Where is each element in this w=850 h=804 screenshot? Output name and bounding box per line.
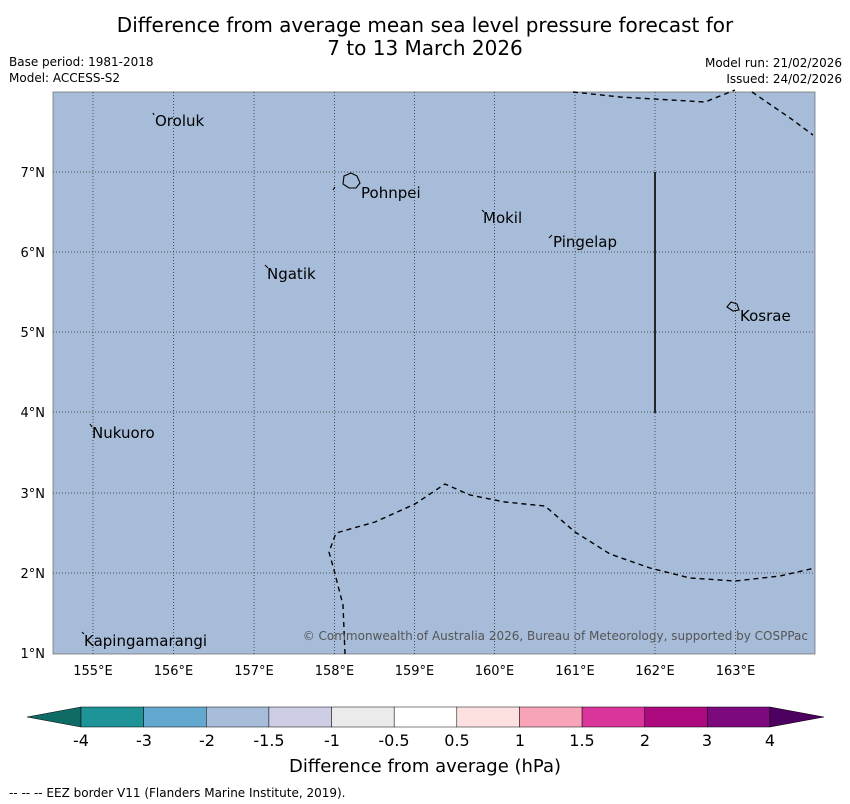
pingelap-atoll [548, 234, 553, 239]
colorbar-right-arrow [769, 706, 825, 728]
colorbar-tick: -3 [136, 731, 152, 750]
eez-border-south [328, 483, 816, 655]
copyright-text: © Commonwealth of Australia 2026, Bureau… [303, 629, 808, 643]
colorbar-segment [456, 706, 520, 728]
lon-label: 155°E [73, 664, 113, 679]
lon-label: 163°E [716, 664, 756, 679]
pohnpei-island [342, 172, 361, 189]
ngatik-atoll [264, 264, 269, 269]
place-label-oroluk: Oroluk [155, 112, 204, 130]
colorbar-tick: 2 [640, 731, 650, 750]
island-shapes [81, 112, 740, 635]
lat-label: 7°N [21, 166, 46, 181]
colorbar-tick: -0.5 [378, 731, 409, 750]
lat-label: 4°N [21, 406, 46, 421]
gridlines [53, 92, 815, 654]
lat-label: 3°N [21, 487, 46, 502]
longitude-labels: 155°E 156°E 157°E 158°E 159°E 160°E 161°… [73, 664, 755, 679]
eez-borders [328, 89, 816, 655]
colorbar-left-arrow [26, 706, 82, 728]
colorbar-tick: -4 [73, 731, 89, 750]
lon-label: 161°E [555, 664, 595, 679]
lon-label: 156°E [154, 664, 194, 679]
colorbar-segment [644, 706, 708, 728]
lon-label: 159°E [395, 664, 435, 679]
title-line-2: 7 to 13 March 2026 [327, 36, 523, 60]
issued-date: Issued: 24/02/2026 [726, 72, 842, 86]
lon-label: 160°E [475, 664, 515, 679]
colorbar-segment [707, 706, 771, 728]
place-label-ngatik: Ngatik [267, 265, 316, 283]
place-labels: Oroluk Pohnpei Mokil Pingelap Ngatik Kos… [84, 112, 791, 650]
place-label-kosrae: Kosrae [740, 307, 791, 325]
colorbar-tick: 3 [702, 731, 712, 750]
colorbar-label: Difference from average (hPa) [289, 756, 561, 777]
colorbar-tick: -1 [324, 731, 340, 750]
colorbar-segment [268, 706, 332, 728]
lat-label: 6°N [21, 246, 46, 261]
lat-label: 2°N [21, 567, 46, 582]
colorbar-segment [143, 706, 207, 728]
colorbar-segment [331, 706, 395, 728]
colorbar-segments [80, 706, 771, 728]
colorbar: -4 -3 -2 -1.5 -1 -0.5 0.5 1 1.5 2 3 4 Di… [9, 706, 825, 800]
place-label-nukuoro: Nukuoro [92, 424, 155, 442]
lat-label: 5°N [21, 326, 46, 341]
mokil-atoll [481, 209, 485, 213]
kapinga-atoll [81, 631, 85, 635]
colorbar-tick: 1 [515, 731, 525, 750]
colorbar-tick: 1.5 [569, 731, 594, 750]
pohnpei-islet [332, 186, 336, 191]
model-run: Model run: 21/02/2026 [704, 56, 842, 70]
colorbar-segment [206, 706, 270, 728]
base-period: Base period: 1981-2018 [9, 55, 154, 69]
place-label-pingelap: Pingelap [553, 233, 617, 251]
forecast-map[interactable]: Oroluk Pohnpei Mokil Pingelap Ngatik Kos… [0, 0, 850, 700]
colorbar-tick: 0.5 [444, 731, 469, 750]
place-label-pohnpei: Pohnpei [361, 184, 421, 202]
eez-note: -- -- -- EEZ border V11 (Flanders Marine… [9, 786, 346, 800]
colorbar-segment [519, 706, 583, 728]
eez-border-north [572, 89, 814, 136]
colorbar-tick: 4 [765, 731, 775, 750]
nukuoro-atoll [89, 423, 93, 428]
kosrae-island [726, 301, 740, 312]
colorbar-segment [581, 706, 645, 728]
place-label-kapingamarangi: Kapingamarangi [84, 632, 207, 650]
lon-label: 158°E [315, 664, 355, 679]
lat-label: 1°N [21, 647, 46, 662]
latitude-labels: 7°N 6°N 5°N 4°N 3°N 2°N 1°N [21, 166, 46, 662]
colorbar-tick: -2 [199, 731, 215, 750]
colorbar-tick: -1.5 [253, 731, 284, 750]
lon-label: 162°E [635, 664, 675, 679]
colorbar-tick-labels: -4 -3 -2 -1.5 -1 -0.5 0.5 1 1.5 2 3 4 [73, 731, 775, 750]
lon-label: 157°E [234, 664, 274, 679]
title-line-1: Difference from average mean sea level p… [116, 13, 734, 37]
colorbar-segment [393, 706, 458, 728]
model-name: Model: ACCESS-S2 [9, 71, 121, 85]
map-area[interactable] [52, 91, 816, 655]
place-label-mokil: Mokil [483, 209, 522, 227]
oroluk-atoll [152, 112, 155, 116]
colorbar-segment [80, 706, 144, 728]
